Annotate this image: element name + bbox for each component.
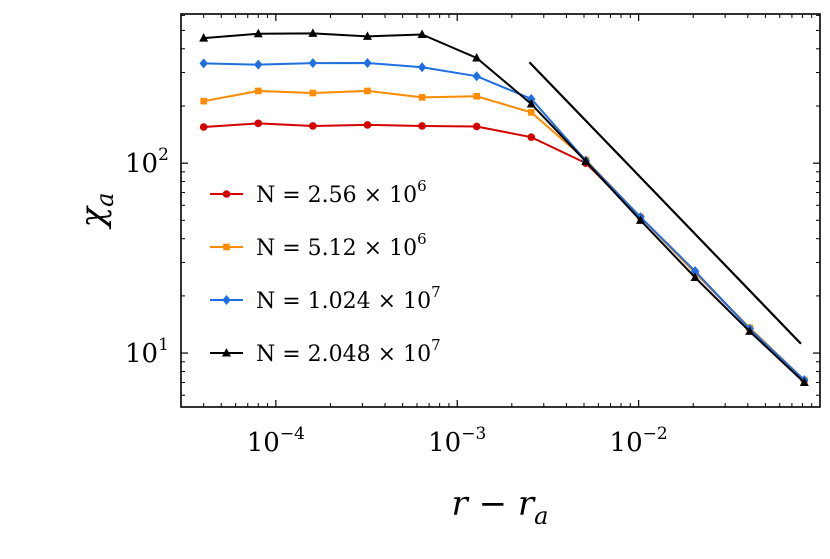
x-tick-base: 10 — [610, 428, 643, 458]
data-point — [362, 31, 372, 40]
data-point — [417, 62, 427, 73]
data-point — [200, 97, 207, 105]
series — [199, 57, 809, 386]
data-point — [222, 295, 231, 305]
data-point — [526, 98, 536, 108]
x-tick-label: 10−4 — [247, 424, 305, 458]
legend-item: N = 1.024 × 107 — [210, 283, 441, 314]
data-point — [418, 122, 426, 130]
data-point — [472, 71, 481, 82]
series-layer — [199, 28, 809, 386]
data-point — [527, 133, 536, 141]
data-point — [199, 123, 208, 131]
data-point — [222, 190, 231, 198]
x-tick-label: 10−3 — [428, 424, 486, 458]
data-point — [527, 93, 536, 104]
legend-item: N = 2.048 × 107 — [210, 336, 441, 367]
series-line — [203, 32, 805, 384]
data-point — [581, 156, 591, 166]
data-point — [799, 377, 809, 386]
y-tick-label: 101 — [125, 335, 169, 369]
x-tick-exponent: −3 — [461, 424, 486, 444]
data-point — [418, 94, 426, 101]
y-tick-exponent: 1 — [158, 335, 169, 355]
data-point — [364, 87, 371, 95]
legend-label: N = 2.048 × 107 — [256, 336, 441, 367]
data-point — [473, 92, 480, 100]
legend-item: N = 2.56 × 106 — [210, 177, 427, 208]
y-tick-base: 10 — [125, 149, 158, 179]
legend-label: N = 2.56 × 106 — [256, 177, 427, 208]
data-point — [690, 272, 700, 281]
data-point — [254, 87, 262, 95]
data-point — [635, 215, 645, 224]
legend-label-text: N = 2.048 × 10 — [256, 342, 431, 367]
data-point — [253, 28, 263, 38]
data-point — [363, 57, 372, 68]
y-axis-label: χa — [73, 193, 119, 230]
x-tick-exponent: −2 — [643, 424, 668, 444]
data-point — [308, 58, 318, 69]
data-point — [254, 59, 263, 70]
legend-label-text: N = 1.024 × 10 — [256, 289, 431, 314]
data-point — [309, 89, 317, 97]
x-tick-exponent: −4 — [280, 424, 305, 444]
data-point — [472, 52, 482, 62]
legend-item: N = 5.12 × 106 — [210, 230, 427, 261]
x-tick-base: 10 — [428, 428, 461, 458]
x-axis-label: r − ra — [452, 484, 549, 530]
legend-label-exponent: 7 — [431, 283, 441, 301]
reference-power-law-line — [528, 61, 802, 345]
data-point — [745, 326, 755, 335]
legend-label: N = 5.12 × 106 — [256, 230, 427, 261]
legend-label-exponent: 7 — [431, 336, 441, 354]
plot-frame — [180, 13, 821, 408]
data-point — [472, 122, 481, 131]
data-point — [222, 348, 231, 357]
data-point — [417, 29, 427, 38]
data-point — [223, 243, 230, 251]
x-tick-base: 10 — [247, 428, 280, 458]
y-tick-base: 10 — [125, 339, 158, 369]
data-point — [309, 122, 317, 130]
data-point — [254, 119, 263, 128]
data-point — [363, 121, 372, 129]
data-point — [199, 33, 209, 42]
series-line — [203, 61, 805, 381]
data-point — [527, 109, 535, 116]
x-tick-label: 10−2 — [610, 424, 668, 458]
data-point — [308, 28, 318, 37]
legend-label-exponent: 6 — [417, 230, 427, 248]
legend-label-exponent: 6 — [417, 177, 427, 195]
legend-label-text: N = 2.56 × 10 — [256, 183, 417, 208]
legend-label: N = 1.024 × 107 — [256, 283, 441, 314]
legend-label-text: N = 5.12 × 10 — [256, 236, 417, 261]
y-tick-label: 102 — [125, 145, 169, 179]
series — [199, 28, 809, 386]
data-point — [199, 58, 208, 69]
y-tick-exponent: 2 — [158, 145, 169, 165]
data-point — [690, 266, 700, 277]
